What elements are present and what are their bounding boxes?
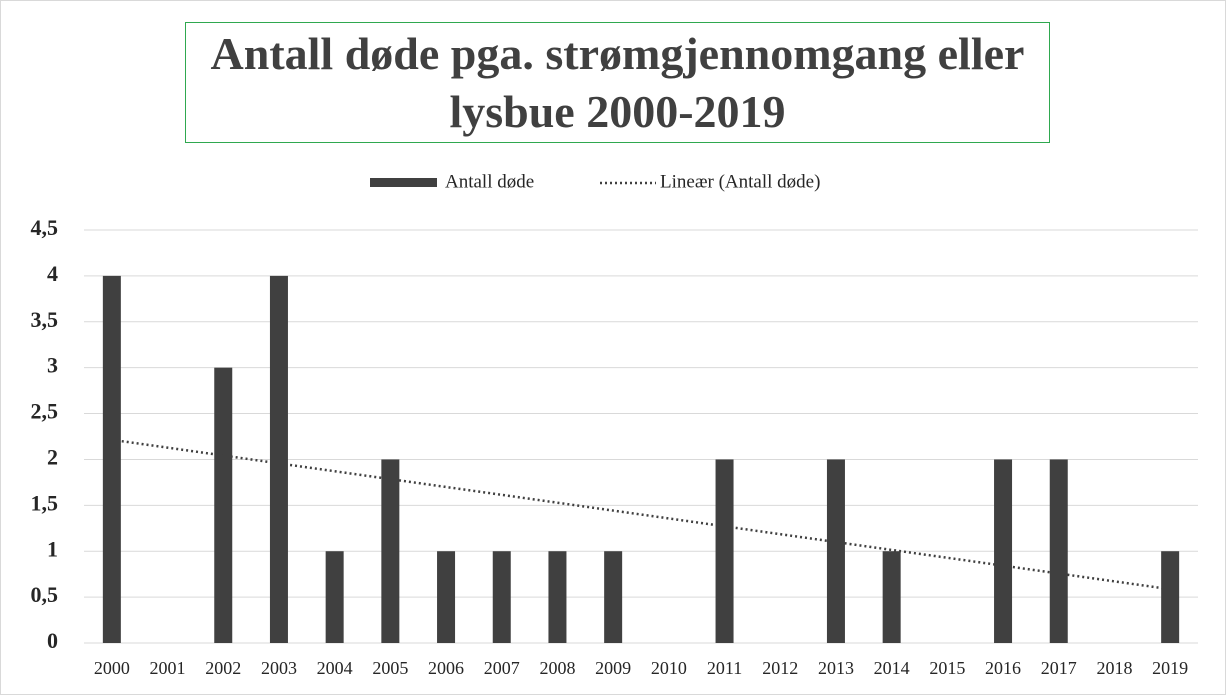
y-tick-label: 2,5	[31, 399, 59, 424]
legend-label: Lineær (Antall døde)	[660, 171, 820, 192]
x-tick-label: 2011	[707, 658, 742, 678]
x-tick-label: 2008	[539, 658, 575, 678]
bar	[102, 275, 121, 643]
bar	[548, 551, 567, 643]
bar	[1161, 551, 1180, 643]
bar	[715, 459, 734, 643]
x-tick-label: 2001	[150, 658, 186, 678]
y-tick-label: 1,5	[31, 490, 59, 515]
legend-label: Antall døde	[445, 171, 534, 192]
legend-swatch	[370, 178, 437, 187]
bar	[214, 367, 233, 643]
chart-title: Antall døde pga. strømgjennomgang eller …	[185, 22, 1050, 143]
x-tick-label: 2013	[818, 658, 854, 678]
bar	[381, 459, 400, 643]
x-tick-label: 2003	[261, 658, 297, 678]
bar	[882, 551, 901, 643]
bar	[826, 459, 845, 643]
y-tick-label: 4	[47, 261, 58, 286]
bar	[269, 275, 288, 643]
y-tick-label: 1	[47, 536, 58, 561]
x-tick-label: 2002	[205, 658, 241, 678]
trendline	[111, 438, 1171, 591]
x-tick-label: 2009	[595, 658, 631, 678]
bar	[1049, 459, 1068, 643]
y-tick-label: 2	[47, 444, 58, 469]
bar	[492, 551, 511, 643]
x-tick-label: 2000	[94, 658, 130, 678]
x-tick-label: 2006	[428, 658, 464, 678]
x-tick-label: 2015	[929, 658, 965, 678]
x-tick-label: 2010	[651, 658, 687, 678]
y-tick-label: 0	[47, 628, 58, 653]
x-tick-label: 2012	[762, 658, 798, 678]
x-tick-label: 2007	[484, 658, 520, 678]
x-tick-label: 2019	[1152, 658, 1188, 678]
x-tick-label: 2018	[1096, 658, 1132, 678]
y-tick-label: 4,5	[31, 215, 59, 240]
x-tick-label: 2014	[874, 658, 910, 678]
y-tick-label: 3,5	[31, 307, 59, 332]
y-tick-label: 0,5	[31, 582, 59, 607]
bar	[994, 459, 1013, 643]
x-tick-label: 2004	[317, 658, 353, 678]
x-tick-label: 2016	[985, 658, 1021, 678]
bar	[604, 551, 623, 643]
x-tick-label: 2005	[372, 658, 408, 678]
bar	[437, 551, 456, 643]
x-tick-label: 2017	[1041, 658, 1077, 678]
bar	[325, 551, 344, 643]
y-tick-label: 3	[47, 353, 58, 378]
